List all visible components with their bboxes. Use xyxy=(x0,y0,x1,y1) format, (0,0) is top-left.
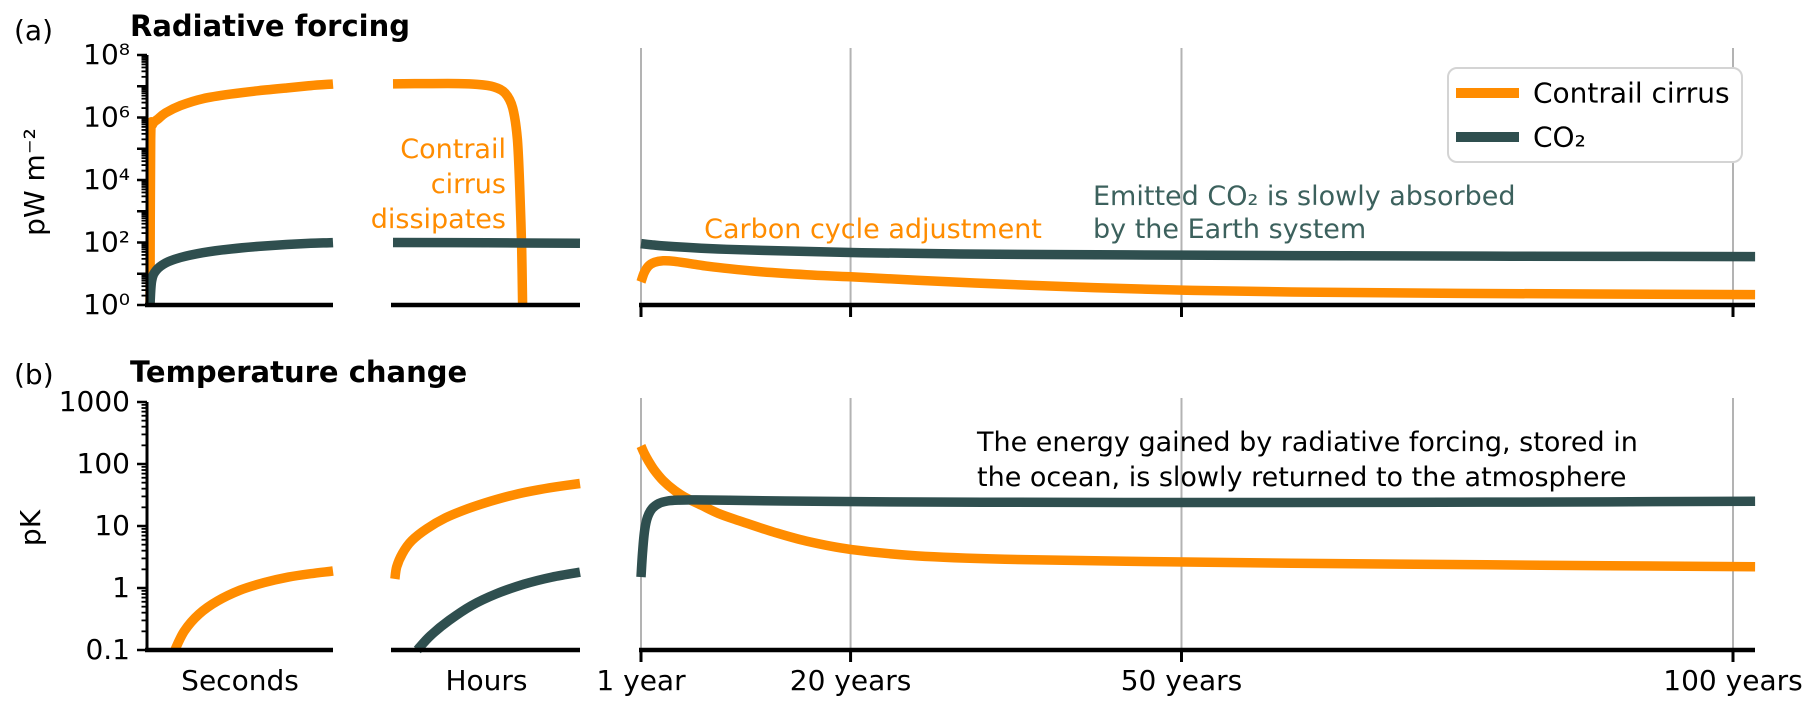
panel-title: Temperature change xyxy=(130,355,467,389)
x-tick-label-50-years: 50 years xyxy=(1121,664,1243,697)
annotation-radiative-forcing-0-line-0: Contrail xyxy=(400,134,506,165)
series-co2-years-panel-a xyxy=(640,238,1756,262)
y-tick-label: 1000 xyxy=(59,385,130,418)
annotation-radiative-forcing-0-line-1: cirrus xyxy=(431,169,506,200)
series-co2-years-panel-b xyxy=(636,495,1756,578)
series-contrail-hours-panel-a xyxy=(392,78,528,305)
y-axis-label: pK xyxy=(14,509,47,546)
series-co2-hours-panel-a xyxy=(392,237,581,249)
x-tick-label-20-years: 20 years xyxy=(790,664,912,697)
series-contrail-years-panel-a xyxy=(636,255,1756,300)
series-contrail-seconds-panel-a xyxy=(145,79,334,306)
panel-tag: (b) xyxy=(14,358,54,391)
y-tick-label: 10 xyxy=(94,509,130,542)
y-tick-label: 1 xyxy=(112,571,130,604)
y-axis-label: pW m⁻² xyxy=(18,128,51,236)
annotation-temperature-change-0-line-0: The energy gained by radiative forcing, … xyxy=(976,427,1638,458)
series-co2-seconds-panel-a xyxy=(145,237,334,306)
annotation-radiative-forcing-2-line-0: Emitted CO₂ is slowly absorbed xyxy=(1093,181,1516,212)
legend-label-co2: CO₂ xyxy=(1533,121,1586,154)
legend-label-contrail: Contrail cirrus xyxy=(1533,77,1730,110)
x-tick-label-hours: Hours xyxy=(445,664,527,697)
y-tick-label: 10² xyxy=(83,226,130,259)
y-tick-label: 10⁰ xyxy=(83,288,130,321)
x-tick-label-seconds: Seconds xyxy=(181,664,299,697)
series-contrail-years-panel-b xyxy=(636,444,1756,572)
series-contrail-seconds-panel-b xyxy=(170,566,334,653)
annotation-temperature-change-0-line-1: the ocean, is slowly returned to the atm… xyxy=(977,462,1627,493)
series-contrail-hours-panel-b xyxy=(390,478,581,580)
y-tick-label: 10⁴ xyxy=(83,163,130,196)
y-tick-label: 10⁶ xyxy=(83,101,130,134)
annotation-radiative-forcing-2-line-1: by the Earth system xyxy=(1093,214,1366,245)
annotation-radiative-forcing-0-line-2: dissipates xyxy=(371,204,506,235)
y-tick-label: 0.1 xyxy=(85,633,130,666)
annotation-radiative-forcing-1-line-0: Carbon cycle adjustment xyxy=(704,214,1042,245)
panel-tag: (a) xyxy=(14,14,53,47)
series-co2-hours-panel-b xyxy=(413,567,581,654)
x-tick-label-1-years: 1 year xyxy=(596,664,686,697)
panel-title: Radiative forcing xyxy=(130,9,410,43)
y-tick-label: 10⁸ xyxy=(83,38,130,71)
legend-box xyxy=(1447,67,1743,163)
y-tick-label: 100 xyxy=(77,447,130,480)
x-tick-label-100-years: 100 years xyxy=(1663,664,1802,697)
